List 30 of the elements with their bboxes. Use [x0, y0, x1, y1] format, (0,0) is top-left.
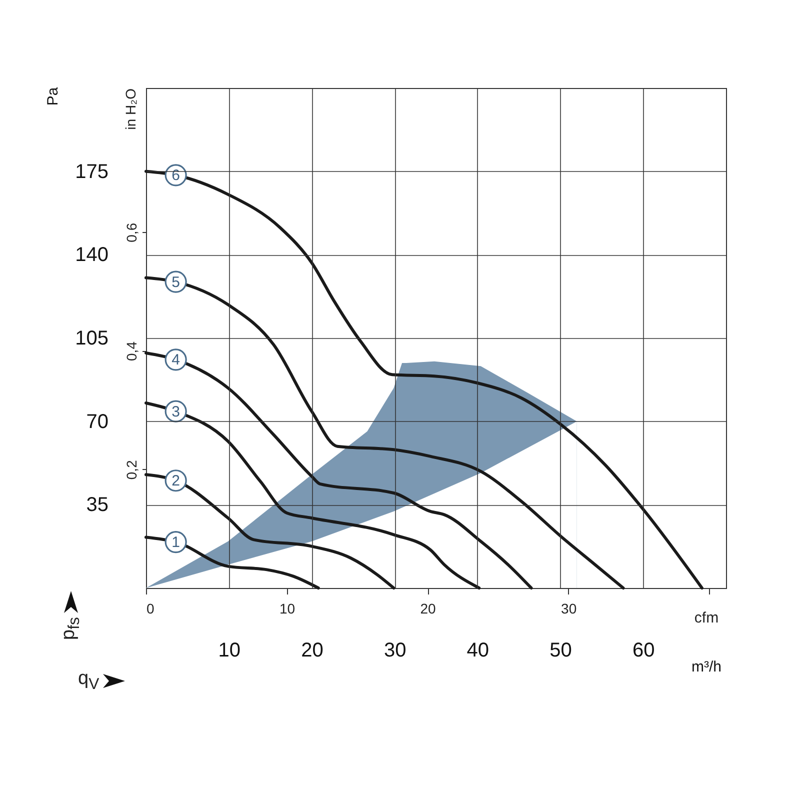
- series-label: 4: [172, 352, 180, 369]
- series-label: 1: [172, 534, 180, 552]
- y2-axis-title: in H₂O: [122, 88, 138, 130]
- x-axis-title: m³/h: [692, 658, 722, 676]
- y-tick-label: 35: [86, 494, 108, 516]
- series-label: 6: [172, 167, 180, 184]
- series-label: 2: [172, 472, 180, 490]
- series-label: 3: [172, 403, 180, 420]
- text: q$_{V}$: [78, 668, 100, 694]
- y2-tick-label: 0,4: [124, 341, 140, 361]
- y-tick-label: 105: [75, 328, 108, 350]
- x2-tick-label: 0: [146, 600, 154, 616]
- x2-tick-label: 10: [279, 600, 296, 616]
- y-tick-label: 70: [86, 410, 108, 433]
- x-tick-label: 10: [218, 640, 240, 662]
- x2-tick-label: 20: [420, 600, 436, 616]
- y2-tick-label: 0,2: [124, 460, 140, 480]
- x-tick-label: 30: [384, 640, 406, 662]
- line-series: [144, 400, 481, 590]
- x-tick-label: 20: [301, 640, 324, 662]
- series-label: 5: [172, 274, 180, 291]
- x-tick-label: 50: [550, 640, 572, 662]
- y-tick-label: 175: [75, 160, 108, 183]
- y-axis-title: Pa: [44, 86, 62, 106]
- x-tick-label: 40: [466, 640, 490, 662]
- x-tick-label: 60: [632, 640, 655, 662]
- x2-axis-title: cfm: [694, 610, 719, 626]
- y2-tick-label: 0,6: [124, 222, 140, 242]
- y-tick-label: 140: [75, 244, 108, 266]
- x2-tick-label: 30: [561, 600, 577, 616]
